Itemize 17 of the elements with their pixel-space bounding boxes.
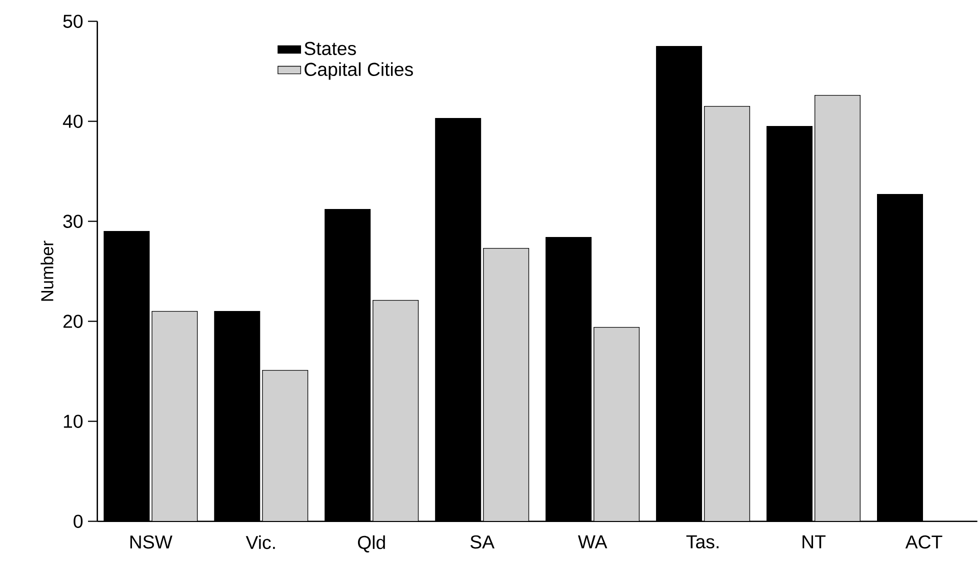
y-tick-label: 50 [63, 14, 83, 28]
y-tick-label: 0 [74, 514, 83, 528]
x-tick-label: NSW [130, 535, 172, 549]
y-tick-label: 10 [64, 414, 83, 428]
x-tick-label: Vic. [246, 535, 275, 550]
x-tick-label: WA [578, 535, 608, 548]
y-tick-label: 30 [63, 214, 83, 228]
y-tick-label: 40 [62, 114, 83, 128]
y-tick-label: 20 [63, 314, 83, 328]
x-tick-label: Tas. [686, 535, 718, 548]
x-tick-label: Qld [358, 535, 385, 552]
legend-label: Capital Cities [304, 62, 413, 80]
x-tick-label: NT [802, 535, 826, 548]
x-tick-label: SA [470, 535, 495, 549]
legend-label: States [304, 42, 356, 56]
x-tick-label: ACT [905, 535, 942, 549]
y-axis-title: Number [40, 240, 54, 301]
